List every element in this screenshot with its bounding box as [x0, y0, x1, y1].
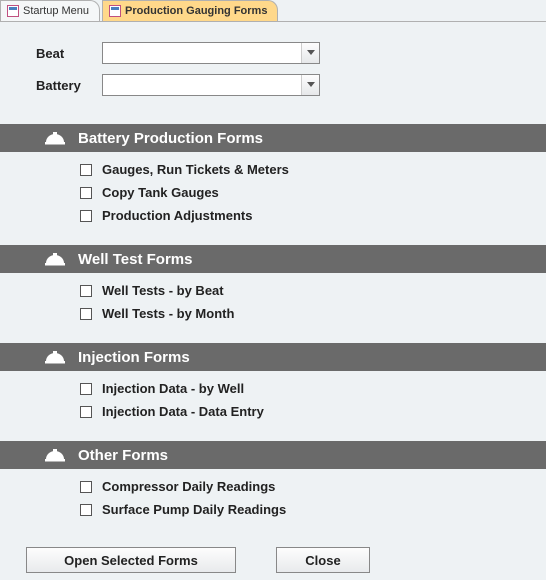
section-items: Compressor Daily Readings Surface Pump D…: [0, 469, 546, 527]
checkbox[interactable]: [80, 383, 92, 395]
form-body: Beat Battery: [0, 22, 546, 573]
tab-label: Startup Menu: [23, 5, 89, 17]
hardhat-icon: [44, 444, 66, 466]
section-title: Battery Production Forms: [78, 130, 263, 147]
section-header-well-test: Well Test Forms: [0, 245, 546, 273]
battery-select[interactable]: [102, 74, 320, 96]
tab-startup-menu[interactable]: Startup Menu: [0, 0, 100, 21]
section-header-battery-production: Battery Production Forms: [0, 124, 546, 152]
beat-label: Beat: [36, 46, 102, 61]
tab-bar: Startup Menu Production Gauging Forms: [0, 0, 546, 22]
list-item[interactable]: Well Tests - by Beat: [80, 283, 546, 298]
form-icon: [109, 5, 121, 17]
tab-production-gauging-forms[interactable]: Production Gauging Forms: [102, 0, 278, 21]
open-selected-forms-button[interactable]: Open Selected Forms: [26, 547, 236, 573]
item-label: Injection Data - Data Entry: [102, 404, 264, 419]
checkbox[interactable]: [80, 210, 92, 222]
beat-select[interactable]: [102, 42, 320, 64]
button-label: Open Selected Forms: [64, 553, 198, 568]
checkbox[interactable]: [80, 481, 92, 493]
close-button[interactable]: Close: [276, 547, 370, 573]
hardhat-icon: [44, 346, 66, 368]
item-label: Injection Data - by Well: [102, 381, 244, 396]
list-item[interactable]: Well Tests - by Month: [80, 306, 546, 321]
section-items: Well Tests - by Beat Well Tests - by Mon…: [0, 273, 546, 331]
section-items: Injection Data - by Well Injection Data …: [0, 371, 546, 429]
checkbox[interactable]: [80, 504, 92, 516]
section-title: Injection Forms: [78, 349, 190, 366]
item-label: Gauges, Run Tickets & Meters: [102, 162, 289, 177]
checkbox[interactable]: [80, 164, 92, 176]
item-label: Well Tests - by Beat: [102, 283, 224, 298]
selector-area: Beat Battery: [0, 22, 546, 112]
section-title: Other Forms: [78, 447, 168, 464]
checkbox[interactable]: [80, 187, 92, 199]
section-items: Gauges, Run Tickets & Meters Copy Tank G…: [0, 152, 546, 233]
list-item[interactable]: Production Adjustments: [80, 208, 546, 223]
checkbox[interactable]: [80, 308, 92, 320]
list-item[interactable]: Surface Pump Daily Readings: [80, 502, 546, 517]
hardhat-icon: [44, 248, 66, 270]
button-row: Open Selected Forms Close: [0, 527, 546, 573]
item-label: Compressor Daily Readings: [102, 479, 275, 494]
list-item[interactable]: Gauges, Run Tickets & Meters: [80, 162, 546, 177]
list-item[interactable]: Compressor Daily Readings: [80, 479, 546, 494]
item-label: Production Adjustments: [102, 208, 252, 223]
section-title: Well Test Forms: [78, 251, 192, 268]
checkbox[interactable]: [80, 285, 92, 297]
hardhat-icon: [44, 127, 66, 149]
item-label: Copy Tank Gauges: [102, 185, 219, 200]
list-item[interactable]: Copy Tank Gauges: [80, 185, 546, 200]
item-label: Well Tests - by Month: [102, 306, 234, 321]
list-item[interactable]: Injection Data - Data Entry: [80, 404, 546, 419]
section-header-injection: Injection Forms: [0, 343, 546, 371]
checkbox[interactable]: [80, 406, 92, 418]
tab-label: Production Gauging Forms: [125, 5, 267, 17]
form-icon: [7, 5, 19, 17]
chevron-down-icon: [301, 75, 319, 95]
chevron-down-icon: [301, 43, 319, 63]
button-label: Close: [305, 553, 340, 568]
section-header-other: Other Forms: [0, 441, 546, 469]
battery-label: Battery: [36, 78, 102, 93]
list-item[interactable]: Injection Data - by Well: [80, 381, 546, 396]
item-label: Surface Pump Daily Readings: [102, 502, 286, 517]
